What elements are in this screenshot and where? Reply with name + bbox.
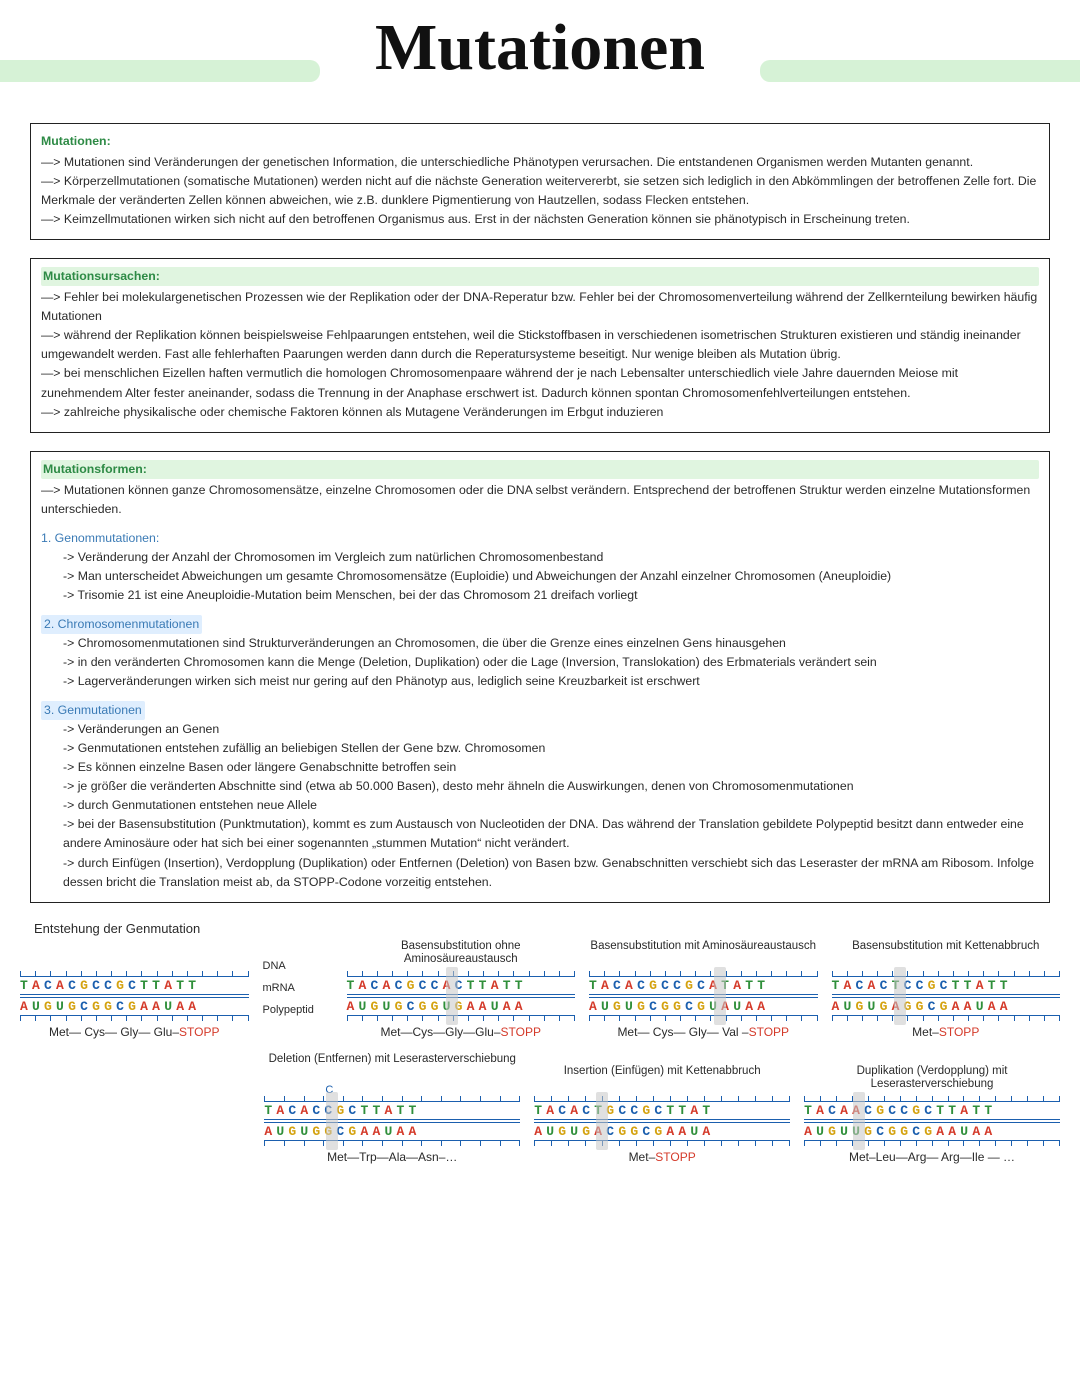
sec3-title: 3. Genmutationen <box>41 701 145 720</box>
sec2-item-1: in den veränderten Chromosomen kann die … <box>41 653 1039 672</box>
sec1-title: 1. Genommutationen: <box>41 529 1039 548</box>
diagrams-caption: Entstehung der Genmutation <box>34 921 1080 936</box>
label-mrna: mRNA <box>263 977 333 999</box>
sec3-item-3: je größer die veränderten Abschnitte sin… <box>41 777 1039 796</box>
dg-reference: TACACGCCGCTTATTAUGUGCGGCGAAUAAMet— Cys— … <box>20 940 249 1039</box>
box2-line-3: zahlreiche physikalische oder chemische … <box>41 403 1039 422</box>
box2-line-2: bei menschlichen Eizellen haften vermutl… <box>41 364 1039 402</box>
dg-deletion: Deletion (Entfernen) mit Leserasterversc… <box>264 1053 520 1164</box>
dg-insertion: Insertion (Einfügen) mit KettenabbruchTA… <box>534 1065 790 1164</box>
sec1-item-2: Trisomie 21 ist eine Aneuploidie-Mutatio… <box>41 586 1039 605</box>
sec2-item-0: Chromosomenmutationen sind Strukturverän… <box>41 634 1039 653</box>
dg-sub-silent: Basensubstitution ohne Aminosäureaustaus… <box>347 940 576 1039</box>
strand-labels: DNA mRNA Polypeptid <box>263 955 333 1039</box>
dg-sub-missense: Basensubstitution mit Aminosäureaustausc… <box>589 940 818 1039</box>
box2-line-0: Fehler bei molekulargenetischen Prozesse… <box>41 288 1039 326</box>
box-ursachen: Mutationsursachen: Fehler bei molekularg… <box>30 258 1050 432</box>
box1-line-0: Mutationen sind Veränderungen der geneti… <box>41 153 1039 172</box>
box3-intro: Mutationen können ganze Chromosomensätze… <box>41 481 1039 519</box>
dg-sub-nonsense: Basensubstitution mit KettenabbruchTACAC… <box>832 940 1061 1039</box>
box1-line-2: Keimzellmutationen wirken sich nicht auf… <box>41 210 1039 229</box>
sec3-item-6: durch Einfügen (Insertion), Verdopplung … <box>41 854 1039 892</box>
box3-title: Mutationsformen: <box>41 460 1039 479</box>
box-formen: Mutationsformen: Mutationen können ganze… <box>30 451 1050 903</box>
label-poly: Polypeptid <box>263 999 333 1021</box>
label-dna: DNA <box>263 955 333 977</box>
box1-line-1: Körperzellmutationen (somatische Mutatio… <box>41 172 1039 210</box>
sec3-item-5: bei der Basensubstitution (Punktmutation… <box>41 815 1039 853</box>
box2-line-1: während der Replikation können beispiels… <box>41 326 1039 364</box>
diagram-grid: TACACGCCGCTTATTAUGUGCGGCGAAUAAMet— Cys— … <box>20 940 1060 1164</box>
sec1-item-1: Man unterscheidet Abweichungen um gesamt… <box>41 567 1039 586</box>
sec3-item-2: Es können einzelne Basen oder längere Ge… <box>41 758 1039 777</box>
sec3-item-0: Veränderungen an Genen <box>41 720 1039 739</box>
diagram-row-2: Deletion (Entfernen) mit Leserasterversc… <box>20 1053 1060 1164</box>
sec1-item-0: Veränderung der Anzahl der Chromosomen i… <box>41 548 1039 567</box>
sec2-title: 2. Chromosomenmutationen <box>41 615 202 634</box>
sec2-item-2: Lagerveränderungen wirken sich meist nur… <box>41 672 1039 691</box>
sec3-item-4: durch Genmutationen entstehen neue Allel… <box>41 796 1039 815</box>
diagram-row-1: TACACGCCGCTTATTAUGUGCGGCGAAUAAMet— Cys— … <box>20 940 1060 1039</box>
page-title: Mutationen <box>0 10 1080 86</box>
title-bar: Mutationen <box>0 10 1080 105</box>
box2-title: Mutationsursachen: <box>41 267 1039 286</box>
box1-title: Mutationen: <box>41 132 1039 151</box>
sec3-item-1: Genmutationen entstehen zufällig an beli… <box>41 739 1039 758</box>
dg-duplication: Duplikation (Verdopplung) mit Leseraster… <box>804 1065 1060 1164</box>
box-mutationen: Mutationen: Mutationen sind Veränderunge… <box>30 123 1050 240</box>
